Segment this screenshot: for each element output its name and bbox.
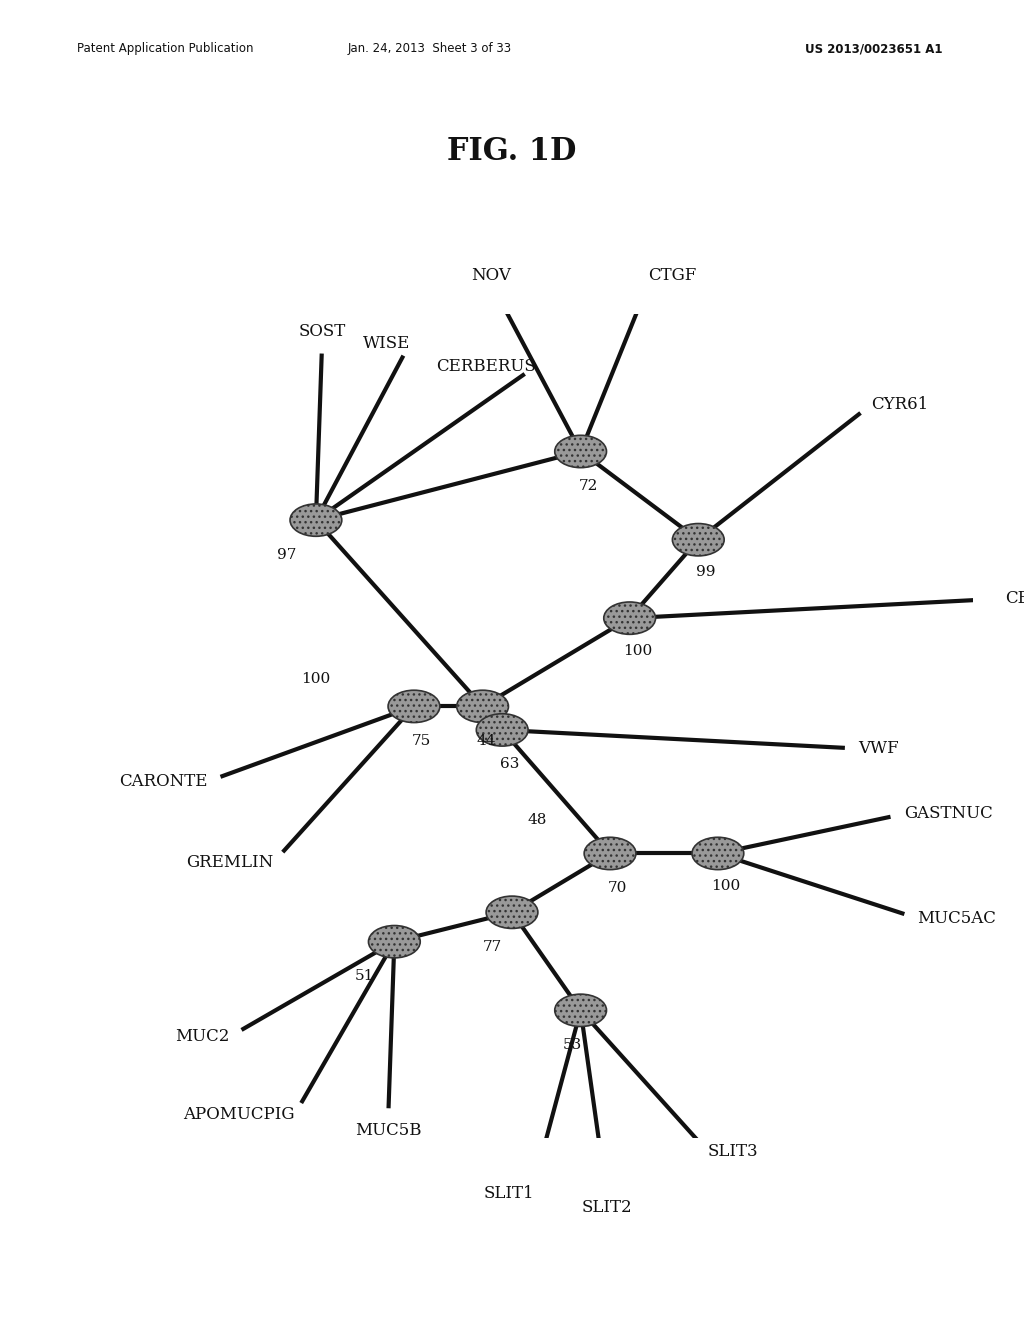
Text: CTGF: CTGF	[648, 267, 696, 284]
Text: 100: 100	[711, 879, 740, 892]
Ellipse shape	[555, 436, 606, 467]
Ellipse shape	[692, 837, 743, 870]
Text: MUC5AC: MUC5AC	[918, 909, 996, 927]
Ellipse shape	[388, 690, 440, 722]
Text: Patent Application Publication: Patent Application Publication	[77, 42, 253, 55]
Text: CEF10: CEF10	[1006, 590, 1024, 607]
Text: Jan. 24, 2013  Sheet 3 of 33: Jan. 24, 2013 Sheet 3 of 33	[348, 42, 512, 55]
Text: 53: 53	[563, 1038, 583, 1052]
Text: WISE: WISE	[362, 335, 410, 352]
Text: SLIT1: SLIT1	[483, 1184, 534, 1201]
Text: 44: 44	[477, 734, 497, 748]
Text: MUC5B: MUC5B	[354, 1122, 421, 1139]
Text: 99: 99	[696, 565, 716, 579]
Ellipse shape	[369, 925, 420, 958]
Ellipse shape	[290, 504, 342, 536]
Ellipse shape	[604, 602, 655, 635]
Text: NOV: NOV	[471, 267, 511, 284]
Text: SLIT3: SLIT3	[708, 1143, 759, 1160]
Text: 48: 48	[527, 813, 547, 828]
Text: 100: 100	[623, 644, 652, 657]
Text: MUC2: MUC2	[175, 1028, 229, 1045]
Text: 70: 70	[608, 880, 628, 895]
Text: 72: 72	[579, 479, 598, 492]
Text: FIG. 1D: FIG. 1D	[447, 136, 577, 168]
Text: 97: 97	[276, 548, 296, 561]
Text: GASTNUC: GASTNUC	[904, 805, 992, 822]
Text: US 2013/0023651 A1: US 2013/0023651 A1	[805, 42, 942, 55]
Text: 75: 75	[413, 734, 431, 748]
Text: 51: 51	[355, 969, 375, 983]
Text: SLIT2: SLIT2	[582, 1199, 633, 1216]
Text: CERBERUS: CERBERUS	[436, 358, 536, 375]
Ellipse shape	[457, 690, 509, 722]
Text: VWF: VWF	[858, 741, 899, 758]
Text: GREMLIN: GREMLIN	[186, 854, 273, 871]
Ellipse shape	[486, 896, 538, 928]
Text: CARONTE: CARONTE	[119, 774, 208, 789]
Ellipse shape	[555, 994, 606, 1027]
Text: 77: 77	[482, 940, 502, 954]
Text: 63: 63	[501, 758, 520, 771]
Text: 100: 100	[301, 672, 331, 686]
Text: CYR61: CYR61	[871, 396, 929, 413]
Ellipse shape	[476, 714, 528, 746]
Ellipse shape	[673, 524, 724, 556]
Text: APOMUCPIG: APOMUCPIG	[183, 1106, 294, 1123]
Text: SOST: SOST	[299, 323, 346, 339]
Ellipse shape	[584, 837, 636, 870]
